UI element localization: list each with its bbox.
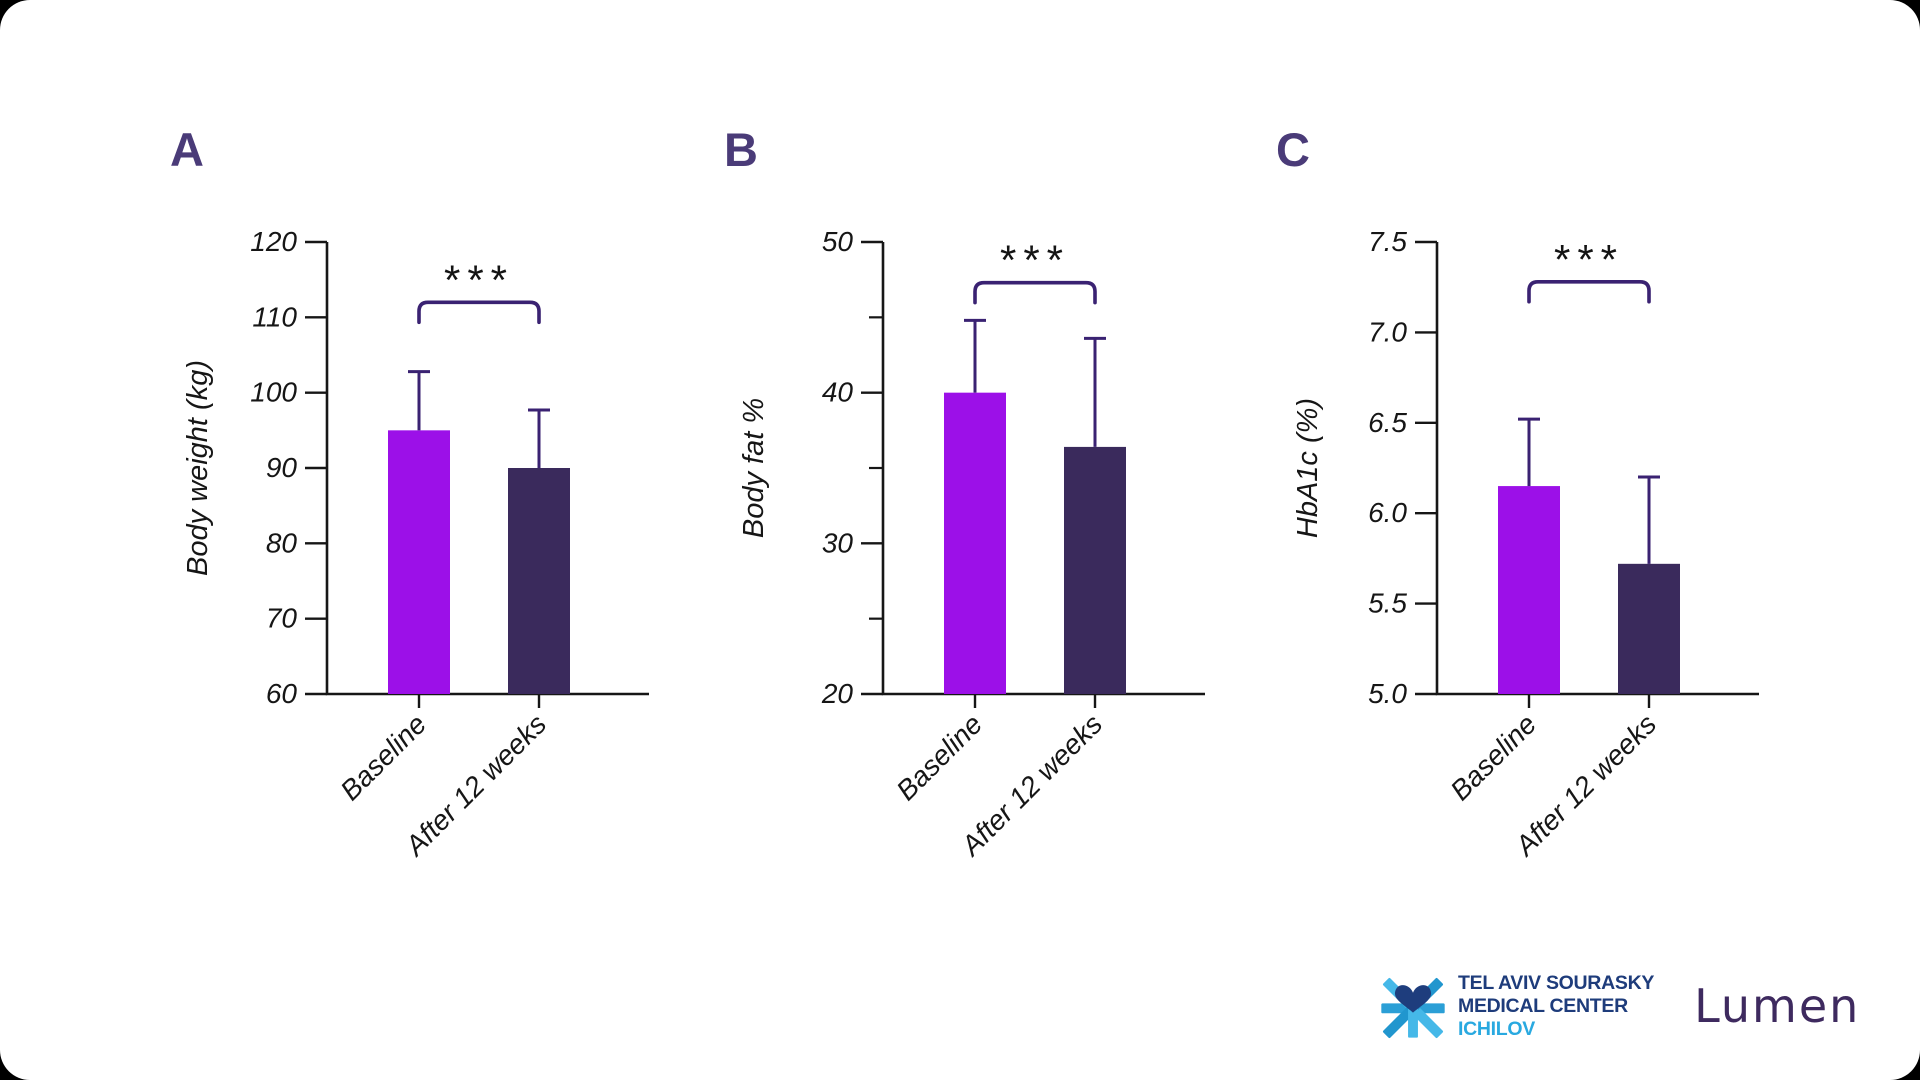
panel-b-ytick-label: 50 (822, 226, 854, 257)
panel-c-sig-bracket (1527, 279, 1651, 304)
panel-letter-c: C (1276, 123, 1310, 176)
panel-a-ytick-label: 90 (266, 452, 298, 483)
tasmc-line3: ICHILOV (1458, 1017, 1535, 1040)
panel-b-sig-stars: *** (1000, 237, 1070, 284)
panel-a-ytick-label: 110 (252, 301, 297, 332)
panel-b-ytick-label: 20 (821, 678, 854, 709)
panel-c-ytick-label: 7.0 (1368, 316, 1407, 347)
tasmc-logo-text: TEL AVIV SOURASKY MEDICAL CENTER ICHILOV (1458, 972, 1654, 1041)
panel-a-ytick-label: 60 (266, 678, 298, 709)
panel-c-ytick-label: 5.0 (1368, 678, 1407, 709)
panel-b-axes (881, 242, 1205, 696)
tasmc-logo: TEL AVIV SOURASKY MEDICAL CENTER ICHILOV (1380, 968, 1654, 1044)
panel-letter-a: A (170, 123, 204, 176)
heart-asterisk-icon (1381, 977, 1445, 1039)
panel-c-bar-after (1618, 563, 1680, 694)
panel-c-sig-stars: *** (1554, 236, 1624, 283)
tasmc-line1: TEL AVIV SOURASKY (1458, 971, 1655, 994)
panel-a-bar-after (508, 468, 570, 694)
panel-c-ytick-label: 7.5 (1368, 226, 1407, 257)
panel-a-bar-baseline (388, 430, 450, 694)
panel-b-xtick-label: Baseline (890, 708, 988, 806)
panel-a-sig-bracket (417, 300, 541, 325)
panel-a-axes (325, 242, 649, 696)
panel-b-ylabel: Body fat % (738, 398, 770, 538)
panel-a-ylabel: Body weight (kg) (182, 360, 214, 576)
panel-a-ytick-label: 120 (250, 226, 297, 257)
panel-c-axes (1435, 242, 1759, 696)
lumen-logo: Lumen (1694, 979, 1861, 1033)
panel-b-ytick-label: 30 (822, 527, 854, 558)
panel-letter-b: B (724, 123, 758, 176)
panel-b-ytick-label: 40 (822, 377, 854, 408)
panel-c-ytick-label: 6.5 (1368, 407, 1407, 438)
panel-a-sig-stars: *** (444, 256, 514, 303)
panel-a-xtick-label: Baseline (334, 708, 432, 806)
panel-c-ytick-label: 5.5 (1368, 588, 1407, 619)
panel-b-bar-after (1064, 446, 1126, 694)
footer-logos: TEL AVIV SOURASKY MEDICAL CENTER ICHILOV… (1380, 968, 1860, 1044)
panel-c-bar-baseline (1498, 486, 1560, 694)
panel-a-ytick-label: 100 (250, 377, 297, 408)
panel-c-ylabel: HbA1c (%) (1292, 398, 1324, 538)
panel-a-ytick-label: 80 (266, 527, 298, 558)
panel-c-xtick-label: Baseline (1444, 708, 1542, 806)
panel-b-bar-baseline (944, 392, 1006, 694)
panel-a-ytick-label: 70 (266, 603, 298, 634)
tasmc-line2: MEDICAL CENTER (1458, 994, 1628, 1017)
panel-b-sig-bracket (973, 280, 1097, 305)
panel-c-ytick-label: 6.0 (1368, 497, 1407, 528)
